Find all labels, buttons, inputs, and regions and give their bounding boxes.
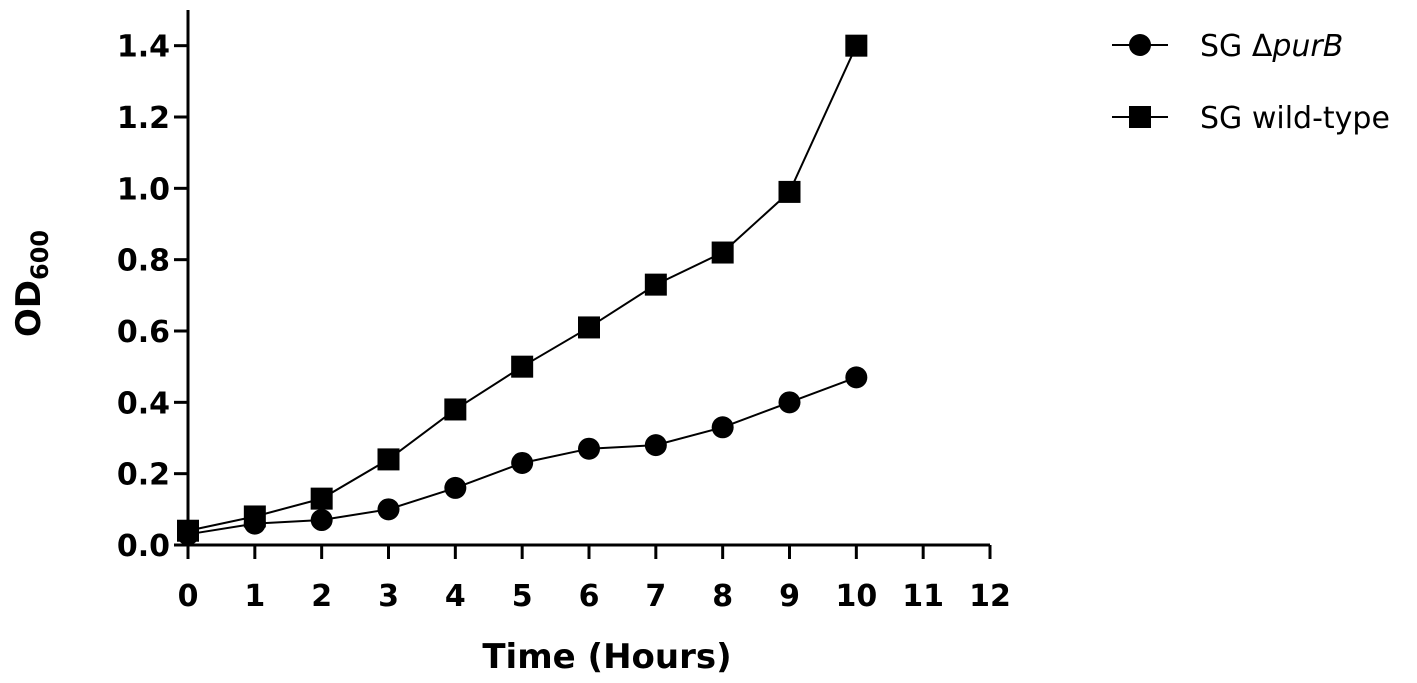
data-point-square [778,180,801,203]
data-point-square [578,316,600,339]
x-tick-label: 12 [969,579,1011,614]
data-point-circle [711,416,734,439]
data-point-square [243,505,266,528]
y-axis-title-base: OD [9,280,49,337]
y-tick-label: 0.4 [117,386,170,421]
axes [186,10,990,547]
x-tick-label: 2 [311,579,332,614]
y-tick-label: 1.4 [117,30,170,65]
data-point-square [845,34,868,57]
y-tick-label: 0.6 [117,315,170,350]
x-tick-label: 11 [902,579,944,614]
y-tick-label: 1.0 [117,172,170,207]
data-point-circle [778,391,801,414]
legend: SG ΔpurB SG wild-type [1112,29,1390,136]
data-point-circle [511,451,534,474]
data-point-square [177,519,199,542]
legend-marker-circle [1129,34,1151,56]
x-tick-label: 5 [512,579,533,614]
series-layer [177,34,868,546]
x-tick-label: 8 [712,579,733,614]
x-tick-label: 6 [579,579,600,614]
y-axis-ticks: 0.0 0.2 0.4 0.6 0.8 1.0 1.2 1.4 [117,30,188,564]
legend-label-purb-prefix: SG Δ [1200,29,1273,64]
x-tick-label: 9 [779,579,800,614]
legend-label-wild-type: SG wild-type [1200,101,1390,136]
x-tick-label: 10 [835,579,877,614]
x-axis-ticks: 0 1 2 3 4 5 6 7 8 9 10 11 12 [178,545,1011,614]
data-point-circle [644,434,667,457]
legend-item-purb: SG ΔpurB [1112,29,1343,64]
legend-label-purb-gene: purB [1271,29,1343,64]
data-point-circle [845,366,868,389]
y-tick-label: 1.2 [117,101,170,136]
series-1 [177,34,868,542]
series-0 [177,366,868,546]
data-point-square [310,487,333,510]
y-tick-label: 0.2 [117,458,170,493]
legend-marker-square [1129,106,1151,128]
data-point-square [711,241,734,264]
x-tick-label: 1 [244,579,265,614]
data-point-square [377,448,400,471]
y-tick-label: 0.0 [117,529,170,564]
data-point-square [511,355,534,378]
x-axis-title: Time (Hours) [482,637,731,677]
data-point-circle [377,498,400,521]
data-point-circle [310,509,333,532]
y-axis-title: OD600 [9,230,54,337]
data-point-circle [578,437,600,460]
y-axis-title-subscript: 600 [26,230,54,280]
data-point-square [644,273,667,296]
x-tick-label: 0 [178,579,199,614]
legend-label-purb: SG ΔpurB [1200,29,1343,64]
data-point-square [444,398,467,421]
x-tick-label: 7 [645,579,666,614]
x-tick-label: 4 [445,579,466,614]
x-tick-label: 3 [378,579,399,614]
legend-item-wild-type: SG wild-type [1112,101,1390,136]
y-tick-label: 0.8 [117,244,170,279]
data-point-circle [444,476,467,499]
